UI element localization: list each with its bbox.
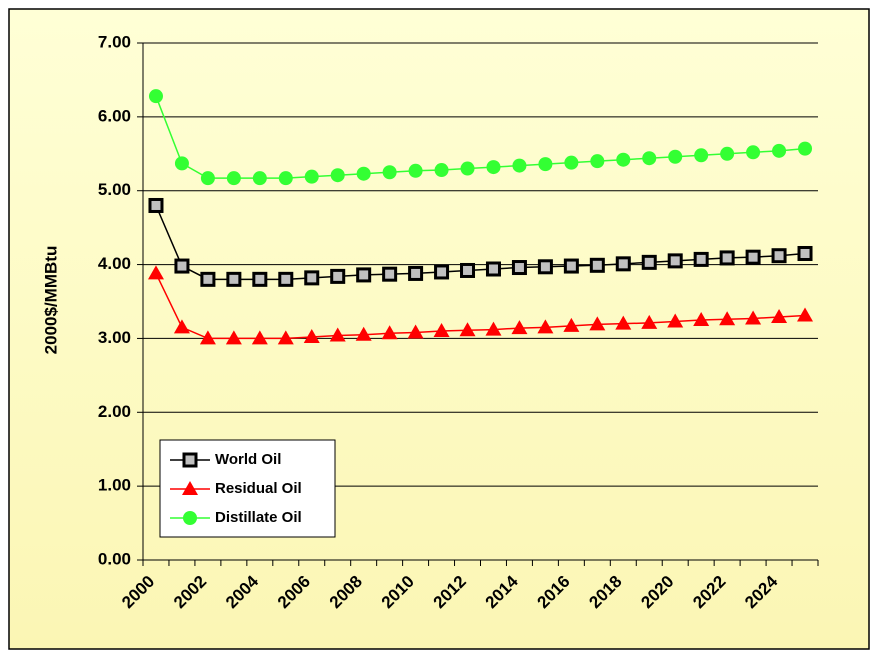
marker (745, 249, 761, 265)
marker (226, 271, 242, 287)
legend-label: World Oil (215, 451, 281, 468)
marker (719, 250, 735, 266)
marker (277, 330, 294, 345)
marker (434, 163, 449, 178)
marker (182, 481, 198, 495)
marker (147, 265, 164, 280)
marker (745, 310, 762, 325)
legend-label: Distillate Oil (215, 509, 302, 526)
marker (485, 321, 502, 336)
marker (356, 267, 372, 283)
marker (174, 258, 190, 274)
marker (486, 160, 501, 175)
marker (797, 307, 814, 322)
marker (381, 325, 398, 340)
marker (304, 270, 320, 286)
y-tick-label: 7.00 (98, 32, 131, 51)
marker (589, 316, 606, 331)
marker (564, 155, 579, 170)
y-tick-label: 6.00 (98, 106, 131, 125)
marker (355, 326, 372, 341)
marker (225, 330, 242, 345)
marker (173, 319, 190, 334)
marker (226, 171, 241, 186)
marker (303, 328, 320, 343)
marker (538, 157, 553, 172)
marker (668, 149, 683, 164)
marker (252, 271, 268, 287)
marker (511, 260, 527, 276)
y-tick-label: 1.00 (98, 476, 131, 495)
marker (174, 156, 189, 171)
marker (615, 256, 631, 272)
marker (615, 315, 632, 330)
marker (148, 197, 164, 213)
marker (667, 253, 683, 269)
y-axis-label: 2000$/MMBtu (41, 246, 60, 355)
marker (433, 323, 450, 338)
marker (746, 145, 761, 160)
marker (330, 268, 346, 284)
marker (771, 248, 787, 264)
marker (460, 262, 476, 278)
marker (616, 152, 631, 167)
marker (537, 259, 553, 275)
marker (694, 148, 709, 163)
marker (408, 163, 423, 178)
marker (408, 265, 424, 281)
marker (200, 171, 215, 186)
marker (512, 158, 527, 173)
marker (278, 271, 294, 287)
marker (407, 324, 424, 339)
marker (641, 314, 658, 329)
marker (330, 168, 345, 183)
marker (182, 452, 198, 468)
y-tick-label: 4.00 (98, 254, 131, 273)
marker (563, 317, 580, 332)
marker (148, 89, 163, 104)
marker (200, 271, 216, 287)
marker (460, 161, 475, 176)
marker (356, 166, 371, 181)
marker (720, 146, 735, 161)
marker (667, 313, 684, 328)
y-tick-label: 0.00 (98, 549, 131, 568)
marker (589, 257, 605, 273)
marker (798, 141, 813, 156)
y-tick-label: 3.00 (98, 328, 131, 347)
marker (797, 245, 813, 261)
marker (719, 311, 736, 326)
marker (537, 319, 554, 334)
y-tick-label: 2.00 (98, 402, 131, 421)
marker (199, 330, 216, 345)
marker (485, 261, 501, 277)
marker (563, 258, 579, 274)
marker (304, 169, 319, 184)
marker (693, 311, 710, 326)
marker (382, 266, 398, 282)
marker (772, 143, 787, 158)
marker (511, 320, 528, 335)
marker (251, 330, 268, 345)
marker (641, 254, 657, 270)
marker (183, 511, 197, 525)
legend-label: Residual Oil (215, 480, 302, 497)
marker (252, 171, 267, 186)
legend: World Oil Residual Oil Distillate Oil (159, 439, 336, 538)
marker (771, 309, 788, 324)
marker (329, 327, 346, 342)
marker (434, 264, 450, 280)
marker (459, 322, 476, 337)
marker (642, 151, 657, 166)
marker (590, 154, 605, 169)
marker (278, 171, 293, 186)
y-tick-label: 5.00 (98, 180, 131, 199)
marker (693, 251, 709, 267)
marker (382, 165, 397, 180)
